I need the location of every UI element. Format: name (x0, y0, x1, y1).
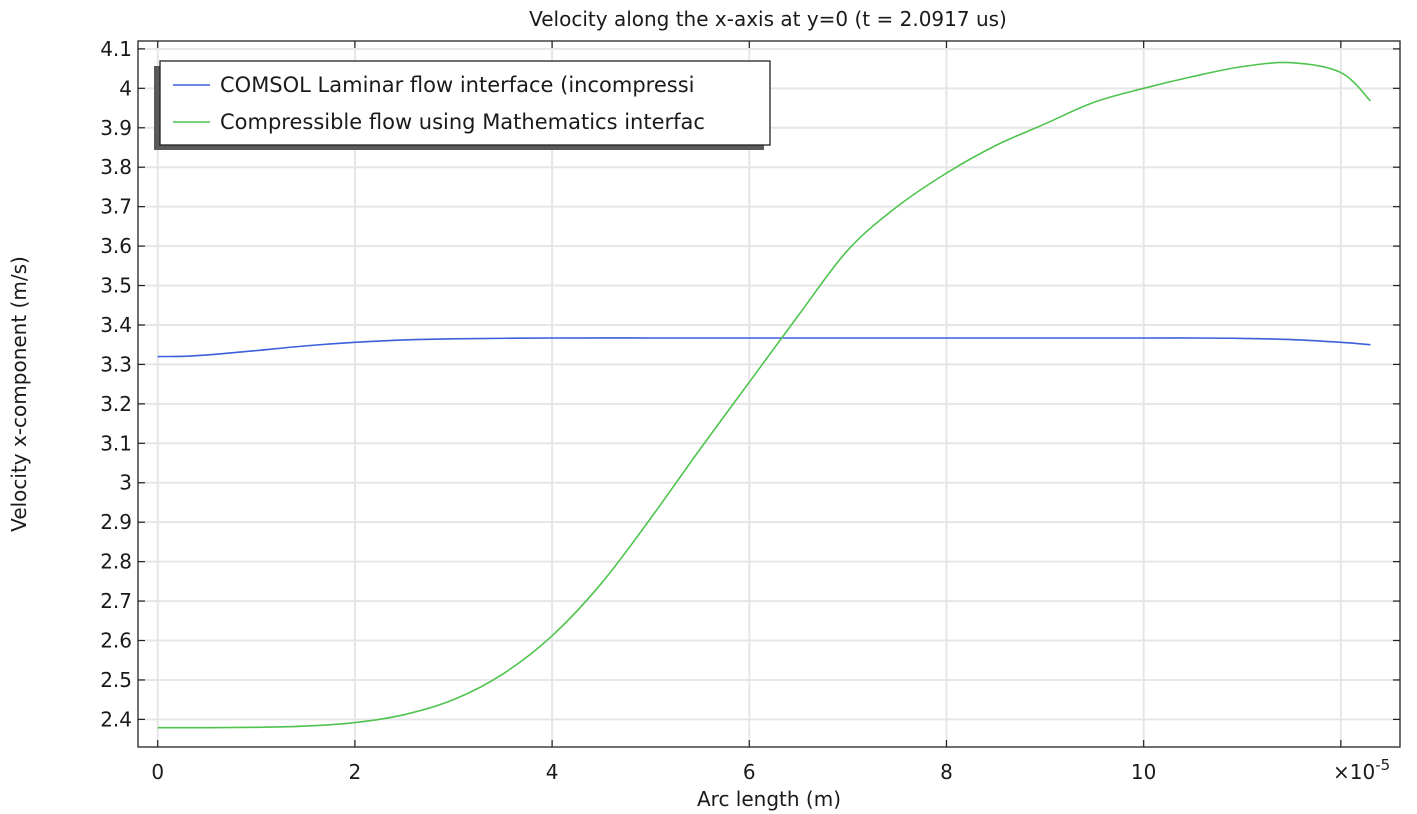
y-tick-label: 3 (119, 471, 132, 495)
y-tick-label: 4.1 (100, 37, 132, 61)
y-tick-label: 3.2 (100, 392, 132, 416)
legend-label-incompressible: COMSOL Laminar flow interface (incompres… (220, 73, 694, 97)
y-tick-label: 3.5 (100, 274, 132, 298)
y-tick-label: 3.3 (100, 352, 132, 376)
x-tick-label: 2 (349, 760, 362, 784)
y-tick-label: 3.1 (100, 431, 132, 455)
x-axis-multiplier-exponent: -5 (1375, 756, 1390, 774)
y-axis-tick-labels: 2.4 2.5 2.6 2.7 2.8 2.9 3 3.1 3.2 3.3 3.4 3.5 3.6 3.7… (100, 37, 132, 732)
grid-lines (138, 41, 1400, 747)
legend: COMSOL Laminar flow interface (incompres… (154, 60, 771, 150)
x-tick-label: 8 (940, 760, 953, 784)
y-tick-label: 4 (119, 76, 132, 100)
series-line-incompressible (157, 337, 1371, 358)
series-line-compressible (157, 61, 1371, 729)
y-tick-label: 2.4 (100, 707, 132, 731)
y-tick-label: 3.4 (100, 313, 132, 337)
series-lines (157, 61, 1371, 729)
y-tick-label: 2.7 (100, 589, 132, 613)
x-tick-label: 6 (743, 760, 756, 784)
y-tick-label: 2.6 (100, 629, 132, 653)
y-tick-label: 3.8 (100, 155, 132, 179)
legend-label-compressible: Compressible flow using Mathematics inte… (220, 110, 705, 134)
x-tick-label: 0 (151, 760, 164, 784)
y-tick-label: 2.5 (100, 668, 132, 692)
y-tick-label: 2.9 (100, 510, 132, 534)
x-tick-label: 4 (546, 760, 559, 784)
y-axis-label: Velocity x-component (m/s) (7, 256, 31, 532)
x-axis-label: Arc length (m) (697, 787, 841, 811)
plot-area-frame (137, 40, 1401, 748)
y-tick-label: 3.9 (100, 116, 132, 140)
x-tick-label: 10 (1131, 760, 1156, 784)
axis-ticks (138, 41, 1400, 747)
legend-box (159, 60, 771, 146)
x-axis-tick-labels: 0 2 4 6 8 10 (151, 760, 1156, 784)
y-tick-label: 2.8 (100, 550, 132, 574)
x-axis-multiplier-base: ×10 (1333, 760, 1375, 784)
chart-title: Velocity along the x-axis at y=0 (t = 2.… (529, 7, 1007, 31)
y-tick-label: 3.6 (100, 234, 132, 258)
y-tick-label: 3.7 (100, 195, 132, 219)
x-axis-multiplier-label: ×10-5 (1333, 756, 1390, 784)
